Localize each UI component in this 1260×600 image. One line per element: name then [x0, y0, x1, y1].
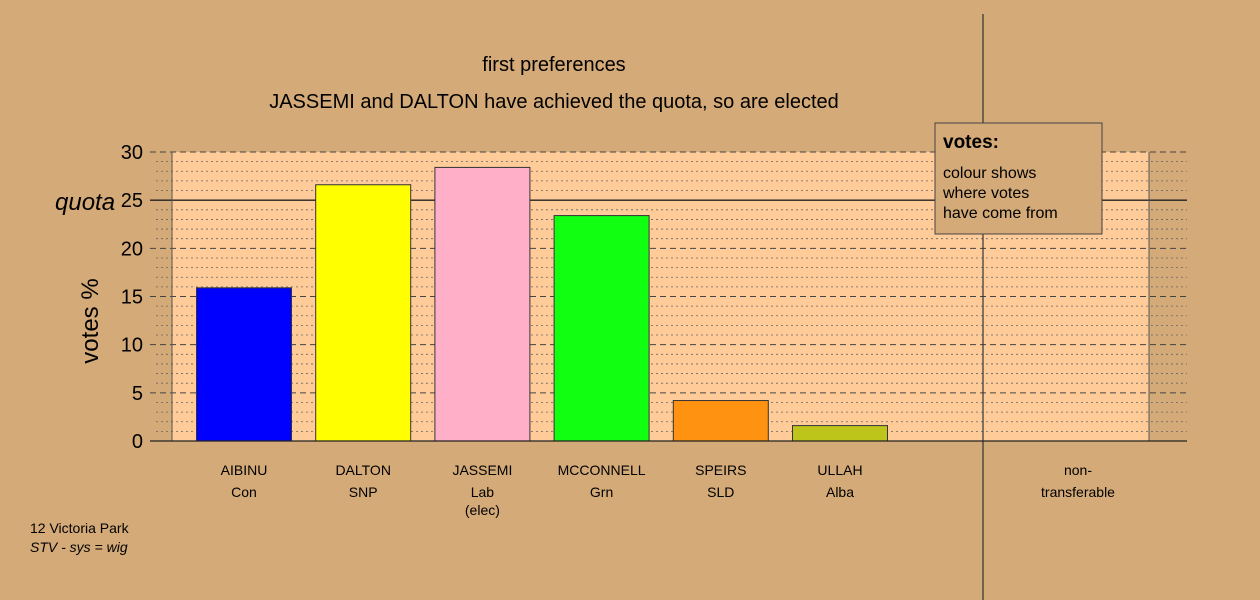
y-tick-label: 5	[132, 383, 143, 405]
y-axis: 0 5 10 15 20 25 30	[121, 142, 143, 453]
y-tick-label: 25	[121, 190, 143, 212]
y-tick-label: 10	[121, 335, 143, 357]
x-tick-label-party: Grn	[590, 484, 613, 500]
nontransferable-label: non-	[1064, 462, 1092, 478]
legend: votes: colour shows where votes have com…	[934, 122, 1103, 235]
x-tick-label-name: ULLAH	[817, 462, 862, 478]
system-text: STV - sys = wig	[30, 539, 128, 555]
bar-jassemi	[434, 166, 531, 442]
x-tick-label-name: SPEIRS	[695, 462, 746, 478]
chart-subtitle: JASSEMI and DALTON have achieved the quo…	[269, 91, 839, 113]
y-axis-label: votes %	[77, 278, 104, 363]
x-tick-label-party: SLD	[707, 484, 734, 500]
legend-line: have come from	[943, 205, 1058, 222]
x-axis-labels: AIBINU Con DALTON SNP JASSEMI Lab (elec) MCCONN…	[221, 462, 863, 518]
x-tick-label-name: JASSEMI	[452, 462, 512, 478]
bar-aibinu	[196, 287, 292, 442]
bars	[150, 166, 1187, 442]
y-tick-label: 15	[121, 287, 143, 309]
bar-mcconnell	[553, 215, 650, 442]
legend-line: where votes	[942, 185, 1029, 202]
y-tick-label: 0	[132, 431, 143, 453]
bar-dalton	[315, 184, 412, 442]
x-tick-label-name: MCCONNELL	[558, 462, 646, 478]
y-tick-label: 30	[121, 142, 143, 164]
x-tick-label-party: Lab	[471, 484, 495, 500]
legend-line: colour shows	[943, 165, 1036, 182]
legend-box	[934, 122, 1103, 235]
location-text: 12 Victoria Park	[30, 520, 129, 536]
x-tick-label-party: Con	[231, 484, 257, 500]
y-tick-label: 20	[121, 238, 143, 260]
nontransferable-label: transferable	[1041, 484, 1115, 500]
chart-title: first preferences	[482, 54, 625, 76]
quota-label: quota	[55, 189, 115, 216]
x-tick-label-party: SNP	[349, 484, 378, 500]
x-tick-label-party: Alba	[826, 484, 854, 500]
x-tick-label-note: (elec)	[465, 502, 500, 518]
x-tick-label-name: AIBINU	[221, 462, 268, 478]
bar-ullah	[792, 425, 888, 442]
x-tick-label-name: DALTON	[335, 462, 391, 478]
footer: 12 Victoria Park STV - sys = wig	[30, 519, 129, 557]
legend-title: votes:	[943, 132, 999, 153]
bar-speirs	[672, 400, 769, 442]
